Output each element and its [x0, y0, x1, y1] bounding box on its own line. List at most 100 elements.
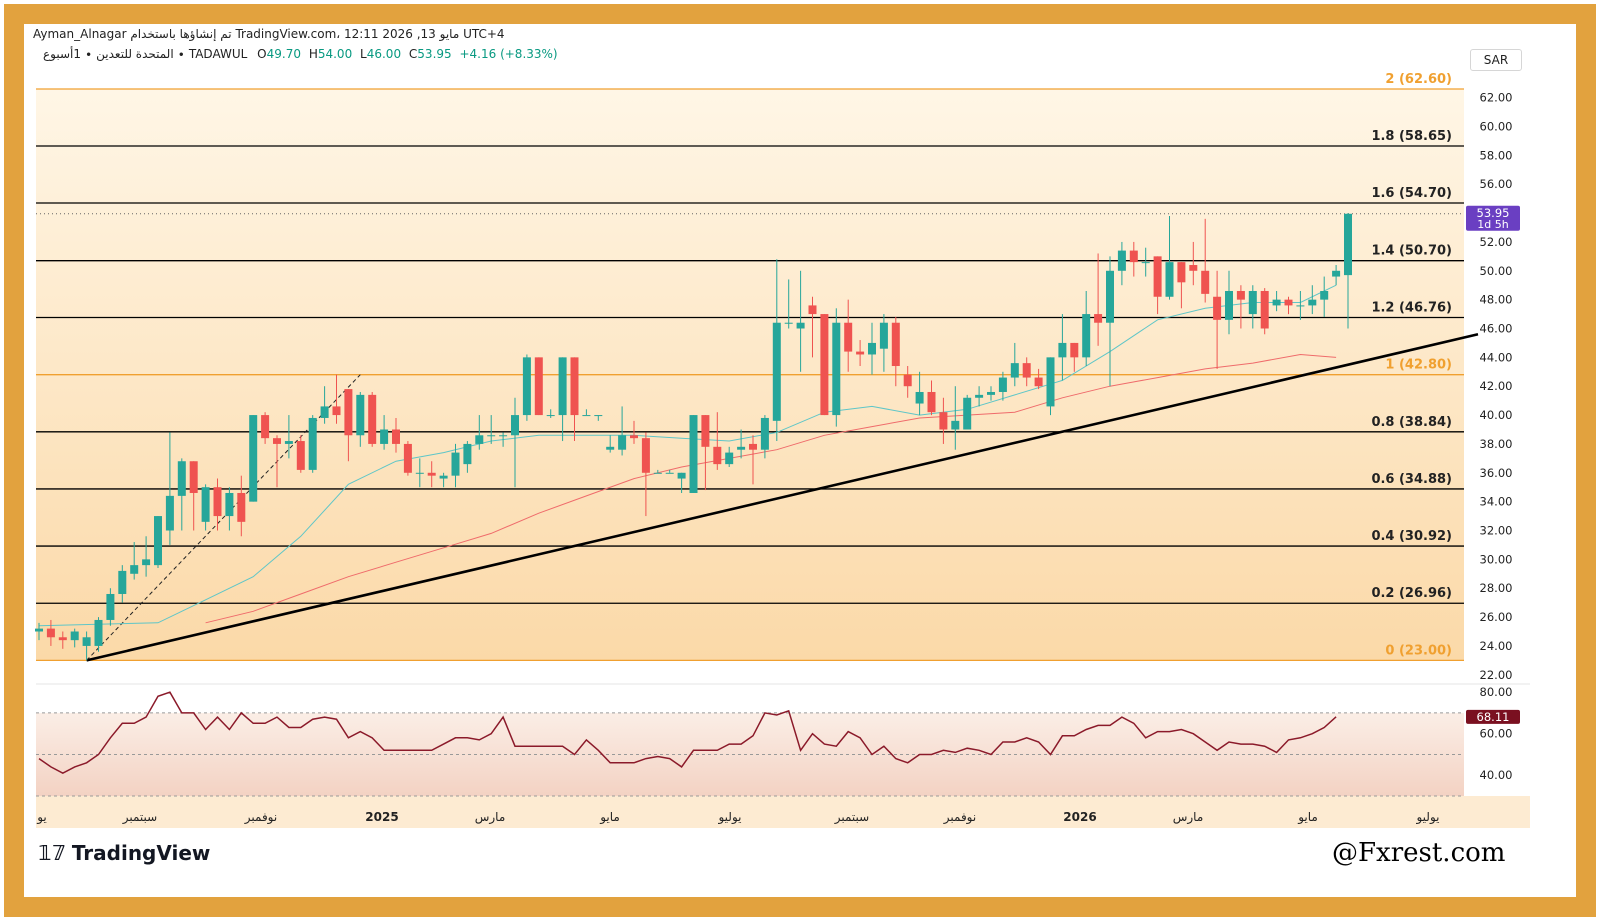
candle-body — [201, 487, 210, 522]
candle — [273, 435, 281, 488]
price-axis-tick: 50.00 — [1480, 264, 1513, 278]
rsi-last-badge — [1466, 709, 1520, 724]
candle-body — [963, 397, 972, 430]
candle-body — [570, 357, 579, 416]
price-axis-tick: 52.00 — [1480, 235, 1513, 249]
candle-body — [1141, 262, 1150, 264]
candle — [46, 619, 55, 646]
candle-body — [439, 475, 448, 479]
candle-body — [927, 391, 936, 413]
candle-body — [213, 487, 222, 517]
candle — [130, 542, 139, 580]
trend-line — [86, 333, 1479, 662]
change-value: +4.16 (+8.33%) — [459, 47, 558, 61]
candle-body — [308, 417, 317, 470]
watermark-text: @Fxrest.com — [1332, 838, 1506, 868]
candle-body — [1320, 290, 1329, 300]
candle — [308, 415, 317, 473]
candle-body — [1213, 296, 1222, 320]
candle-body — [1296, 305, 1305, 307]
candle — [487, 415, 496, 444]
price-axis-tick: 46.00 — [1480, 322, 1513, 336]
high-value: 54.00 — [317, 47, 353, 61]
candle — [844, 299, 853, 372]
candle — [1141, 247, 1150, 277]
tradingview-brand: 𝟙𝟟 TradingView — [38, 841, 210, 865]
candle — [522, 354, 531, 421]
candle — [94, 617, 103, 652]
candle — [891, 316, 900, 387]
close-label: C — [408, 47, 418, 61]
price-axis-tick: 48.00 — [1480, 293, 1513, 307]
candle-body — [1165, 262, 1174, 297]
candle — [998, 371, 1007, 401]
tradingview-logo-icon: 𝟙𝟟 — [38, 841, 66, 865]
candle — [154, 516, 162, 569]
candle — [689, 415, 698, 493]
fib-level-label: 0.2 (26.96) — [1371, 586, 1452, 601]
candle — [653, 469, 662, 474]
candle — [1117, 241, 1126, 286]
candle-body — [1153, 256, 1162, 297]
candle-body — [1010, 363, 1019, 378]
price-axis-tick: 58.00 — [1480, 148, 1513, 162]
candle — [1010, 342, 1019, 387]
candle-body — [546, 415, 555, 417]
candle-body — [1070, 342, 1079, 358]
candle-body — [594, 415, 603, 417]
candle-body — [332, 406, 341, 416]
candle — [463, 441, 472, 473]
candle-body — [951, 420, 960, 430]
candle-body — [868, 342, 876, 355]
candle-body — [1094, 314, 1103, 323]
candle — [499, 432, 508, 447]
candle — [641, 432, 650, 517]
candle — [1177, 262, 1186, 309]
price-axis-tick: 30.00 — [1480, 552, 1513, 566]
currency-badge[interactable]: SAR — [1470, 49, 1522, 71]
candle-body — [975, 394, 984, 398]
fib-level-label: 0 (23.00) — [1385, 643, 1452, 658]
candle — [1106, 256, 1114, 387]
time-axis-background — [36, 796, 1530, 828]
candle — [1070, 342, 1079, 372]
price-axis-tick: 40.00 — [1480, 408, 1513, 422]
candle-body — [725, 452, 734, 465]
candle-body — [1106, 270, 1114, 323]
candle — [511, 397, 519, 488]
symbol-name[interactable]: المتحدة للتعدين ∙ 1أسبوع ∙ TADAWUL — [43, 47, 248, 61]
candle — [975, 386, 984, 407]
candle-body — [94, 619, 103, 646]
candle-body — [273, 438, 281, 444]
candle — [820, 314, 829, 416]
candle — [987, 386, 995, 401]
candle — [344, 389, 353, 462]
candle — [1332, 265, 1341, 286]
fib-level-label: 0.6 (34.88) — [1371, 472, 1452, 487]
candle — [142, 536, 151, 577]
candle-body — [1332, 270, 1341, 277]
candle-body — [320, 406, 329, 418]
ema-slow-line — [205, 353, 1337, 624]
candle-body — [558, 357, 567, 416]
price-chart[interactable]: 0 (23.00) 0.2 (26.96) 0.4 (30.92) 0.6 (34.8… — [24, 24, 1576, 897]
candle — [82, 631, 91, 661]
candle — [951, 386, 960, 450]
fib-level-label: 1.6 (54.70) — [1371, 186, 1452, 201]
candle — [451, 443, 460, 488]
candle — [1320, 276, 1329, 317]
candle-body — [939, 412, 948, 430]
candle-body — [177, 461, 186, 496]
candle — [380, 415, 389, 450]
candle — [582, 409, 591, 417]
candle-body — [58, 637, 67, 641]
candle — [1129, 241, 1138, 277]
price-axis-tick: 38.00 — [1480, 437, 1513, 451]
candle-body — [784, 322, 793, 324]
open-label: O — [257, 47, 267, 61]
tradingview-name: TradingView — [71, 841, 211, 865]
candle-body — [106, 593, 115, 620]
candle — [1153, 256, 1162, 315]
candle — [594, 415, 603, 421]
candle-body — [832, 322, 841, 416]
